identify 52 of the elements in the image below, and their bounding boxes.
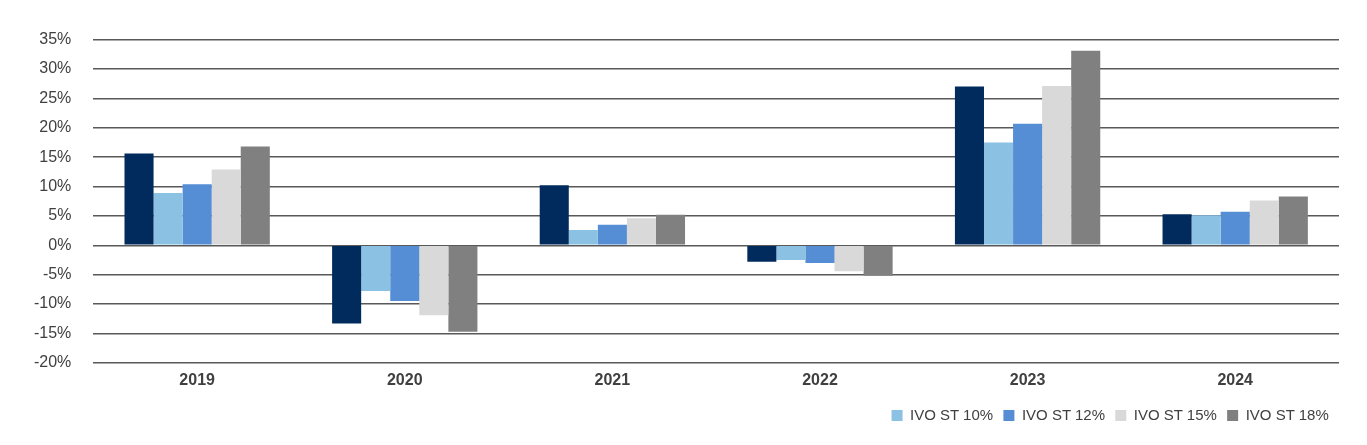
x-tick-label: 2022 — [802, 370, 838, 388]
bar — [983, 142, 1014, 245]
bar — [124, 153, 154, 245]
bar — [834, 246, 864, 272]
y-tick-label: 15% — [39, 147, 72, 165]
bar — [805, 246, 835, 263]
bar — [626, 218, 656, 245]
bar — [1013, 123, 1043, 245]
y-tick-label: 5% — [48, 206, 72, 224]
y-tick-label: 25% — [39, 88, 72, 106]
bar — [182, 184, 212, 245]
bar — [448, 246, 478, 332]
bar — [1162, 214, 1192, 245]
bar — [332, 246, 362, 324]
bar — [1249, 200, 1279, 245]
bar — [1071, 50, 1101, 245]
bar — [597, 224, 627, 245]
bar — [1042, 86, 1072, 245]
y-tick-label: -20% — [33, 353, 72, 371]
bar — [568, 229, 598, 245]
y-tick-label: 30% — [39, 59, 72, 77]
legend-label: IVO ST 18% — [1245, 405, 1329, 423]
bar — [1191, 215, 1221, 245]
y-tick-label: 0% — [48, 235, 72, 253]
x-tick-label: 2023 — [1009, 370, 1046, 388]
bar — [361, 246, 391, 292]
x-tick-label: 2020 — [386, 370, 423, 388]
bar — [153, 192, 183, 245]
bar — [655, 214, 686, 245]
bar — [419, 246, 449, 316]
bar — [1278, 196, 1308, 245]
bar — [211, 169, 241, 245]
bar — [240, 146, 270, 245]
bar — [747, 246, 777, 262]
bar — [776, 246, 806, 260]
y-tick-label: -10% — [33, 294, 72, 312]
bar — [863, 246, 893, 276]
legend-label: IVO ST 12% — [1021, 405, 1105, 423]
bar — [539, 185, 569, 245]
bar — [1220, 211, 1250, 245]
y-tick-label: -15% — [33, 323, 72, 341]
bar — [390, 246, 420, 302]
x-tick-label: 2021 — [594, 370, 631, 388]
x-tick-label: 2019 — [179, 370, 216, 388]
x-tick-label: 2024 — [1217, 370, 1254, 388]
y-tick-label: 20% — [39, 118, 72, 136]
legend-label: IVO ST 10% — [910, 405, 994, 423]
legend-label: IVO ST 15% — [1133, 405, 1217, 423]
y-tick-label: 35% — [39, 30, 72, 48]
bar — [954, 86, 984, 245]
y-tick-label: 10% — [39, 176, 72, 194]
y-tick-label: -5% — [42, 265, 72, 283]
